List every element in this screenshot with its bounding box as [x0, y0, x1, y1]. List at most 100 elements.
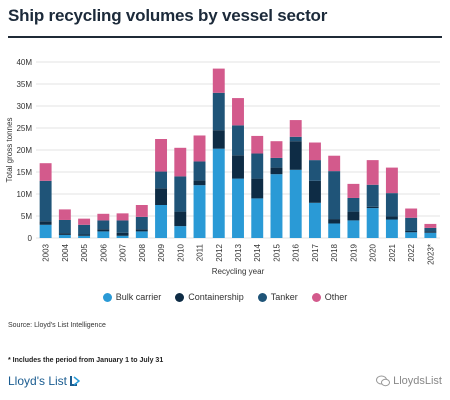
x-tick-label: 2019: [349, 243, 358, 261]
bar-segment-tanker: [155, 171, 168, 189]
bars: [39, 68, 437, 238]
bar-segment-other: [78, 218, 91, 225]
x-tick-label: 2011: [196, 243, 205, 261]
bar-segment-tanker: [347, 197, 360, 212]
bar-segment-other: [328, 155, 341, 172]
legend: Bulk carrier Containership Tanker Other: [0, 292, 450, 302]
legend-label-other: Other: [324, 292, 348, 302]
x-tick-label: 2022: [407, 243, 416, 261]
chart-title: Ship recycling volumes by vessel sector: [8, 6, 328, 25]
bar-segment-other: [174, 147, 187, 177]
legend-swatch-container: [175, 292, 185, 302]
bar-segment-other: [347, 183, 360, 198]
bar-segment-bulk: [232, 178, 244, 238]
bar-segment-bulk: [308, 202, 321, 238]
bar-segment-containership: [308, 180, 321, 203]
legend-label-tanker: Tanker: [270, 292, 298, 302]
bar-segment-tanker: [116, 220, 129, 233]
legend-label-bulk: Bulk carrier: [115, 292, 162, 302]
legend-swatch-bulk: [102, 292, 112, 302]
bar-segment-other: [97, 213, 110, 221]
bar-segment-other: [424, 223, 437, 228]
bar-segment-bulk: [97, 231, 110, 238]
bar-segment-tanker: [39, 180, 52, 222]
bar-segment-containership: [155, 188, 168, 205]
bar-segment-tanker: [289, 136, 302, 142]
x-tick-label: 2015: [272, 243, 281, 261]
bar-segment-containership: [193, 180, 206, 186]
bar-segment-bulk: [270, 174, 283, 238]
bar-segment-containership: [251, 178, 264, 199]
bar-segment-containership: [424, 231, 437, 233]
bar-segment-bulk: [193, 185, 206, 238]
legend-item-other: Other: [311, 292, 348, 302]
bar-segment-tanker: [78, 224, 91, 235]
x-tick-label: 2008: [138, 243, 147, 261]
legend-swatch-tanker: [257, 292, 267, 302]
bar-segment-bulk: [155, 205, 168, 238]
footnote: * Includes the period from January 1 to …: [8, 357, 164, 364]
x-axis-ticks: 2003 2004 2005 2006 2007 2008 2009 2010 2011 2012…: [42, 243, 436, 264]
watermark-text: LloydsList: [393, 375, 442, 387]
y-tick-label: 30M: [16, 102, 32, 111]
bar-segment-bulk: [385, 219, 398, 238]
x-tick-label: 2006: [99, 243, 108, 261]
wechat-icon: [376, 375, 391, 387]
bar-segment-bulk: [39, 224, 52, 238]
y-tick-label: 0: [28, 234, 33, 243]
x-tick-label: 2018: [330, 243, 339, 261]
bar-segment-tanker: [424, 227, 437, 232]
bar-segment-containership: [58, 233, 71, 235]
brand-logo: Lloyd's List: [8, 374, 80, 388]
bar-segment-tanker: [385, 193, 398, 217]
bar-segment-containership: [97, 229, 110, 232]
legend-swatch-other: [311, 292, 321, 302]
x-tick-label: 2007: [119, 243, 128, 261]
bar-segment-bulk: [251, 198, 264, 238]
bar-segment-other: [58, 209, 71, 220]
bar-segment-bulk: [174, 226, 187, 238]
x-tick-label: 2023*: [426, 244, 435, 265]
bar-segment-tanker: [328, 171, 341, 220]
x-tick-label: 2009: [157, 243, 166, 261]
bar-segment-bulk: [328, 223, 341, 238]
brand-mark-icon: [70, 376, 80, 386]
bar-segment-bulk: [116, 235, 129, 238]
bar-segment-tanker: [97, 220, 110, 230]
bar-segment-other: [405, 208, 418, 218]
y-tick-label: 15M: [16, 168, 32, 177]
x-tick-label: 2016: [292, 243, 301, 261]
y-tick-label: 10M: [16, 190, 32, 199]
bar-segment-bulk: [289, 169, 302, 238]
bar-segment-bulk: [135, 231, 148, 238]
bar-segment-tanker: [174, 176, 187, 212]
bar-segment-tanker: [366, 184, 379, 207]
x-tick-label: 2021: [388, 243, 397, 261]
bar-segment-other: [232, 98, 244, 126]
bar-segment-containership: [405, 230, 418, 233]
title-rule: [8, 36, 442, 38]
x-tick-label: 2017: [311, 243, 320, 261]
bar-segment-tanker: [251, 153, 264, 179]
bar-segment-bulk: [424, 232, 437, 238]
legend-label-container: Containership: [188, 292, 244, 302]
bar-segment-bulk: [58, 234, 71, 238]
bar-segment-other: [289, 120, 302, 137]
source-note: Source: Lloyd's List Intelligence: [8, 322, 106, 329]
bar-segment-containership: [78, 234, 91, 236]
bar-segment-containership: [270, 167, 283, 175]
y-tick-label: 25M: [16, 124, 32, 133]
bar-segment-other: [212, 68, 225, 93]
bar-segment-bulk: [212, 148, 225, 238]
y-axis-label: Total gross tonnes: [5, 118, 14, 183]
legend-item-bulk: Bulk carrier: [102, 292, 162, 302]
bar-segment-containership: [347, 211, 360, 221]
y-tick-label: 35M: [16, 80, 32, 89]
x-tick-label: 2014: [253, 243, 262, 261]
bar-segment-other: [116, 213, 129, 221]
y-tick-label: 40M: [16, 58, 32, 67]
bar-segment-containership: [116, 232, 129, 236]
bar-segment-other: [270, 141, 283, 158]
x-tick-label: 2020: [369, 243, 378, 261]
